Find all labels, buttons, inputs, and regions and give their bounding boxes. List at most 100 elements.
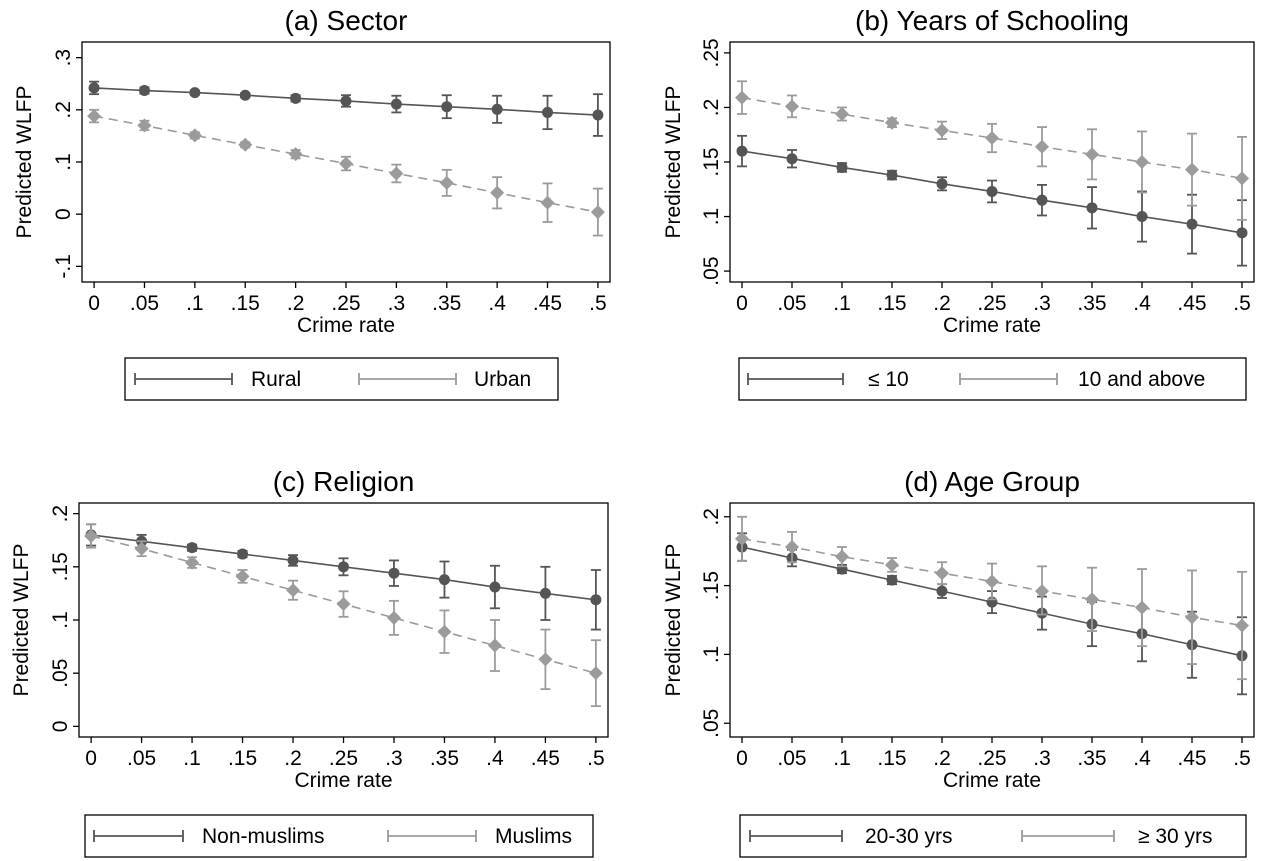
data-point bbox=[735, 531, 749, 546]
data-point bbox=[885, 115, 899, 130]
data-point bbox=[88, 82, 100, 94]
x-tick-label: .3 bbox=[385, 747, 403, 770]
data-point bbox=[237, 548, 249, 560]
y-tick-label: .05 bbox=[49, 659, 72, 688]
data-point bbox=[87, 109, 102, 124]
data-point bbox=[886, 574, 898, 586]
y-tick-label: .2 bbox=[700, 508, 723, 526]
data-point bbox=[437, 624, 452, 639]
x-tick-label: .25 bbox=[977, 747, 1006, 770]
y-tick-label: .2 bbox=[700, 99, 723, 117]
legend: ≤ 10 10 and above bbox=[738, 357, 1247, 401]
data-point bbox=[386, 610, 401, 625]
y-axis-label: Predicted WLFP bbox=[13, 86, 36, 239]
x-tick-label: .25 bbox=[331, 292, 360, 315]
data-point bbox=[540, 195, 555, 210]
x-tick-label: 0 bbox=[736, 292, 748, 315]
x-tick-label: .15 bbox=[877, 292, 906, 315]
panel-2: (b) Years of Schooling .05 .1 .15 .2 .25 0 .05.… bbox=[662, 5, 1255, 401]
series-2 bbox=[84, 523, 603, 708]
legend: Non-muslims Muslims bbox=[84, 814, 594, 858]
data-point bbox=[1185, 610, 1199, 625]
data-point bbox=[138, 85, 150, 97]
x-tick-label: .4 bbox=[1133, 747, 1151, 770]
data-point bbox=[1135, 155, 1149, 169]
data-point bbox=[287, 554, 299, 566]
data-point bbox=[1086, 202, 1098, 214]
y-axis-label: Predicted WLFP bbox=[662, 544, 685, 697]
x-tick-label: .1 bbox=[183, 747, 201, 770]
data-point bbox=[835, 549, 849, 564]
data-point bbox=[339, 156, 353, 171]
chart-title: (a) Sector bbox=[285, 5, 408, 36]
legend-label: Muslims bbox=[495, 825, 572, 848]
data-point bbox=[1036, 194, 1048, 206]
y-tick-label: .05 bbox=[700, 256, 723, 285]
data-point bbox=[735, 90, 749, 105]
data-point bbox=[187, 128, 202, 143]
data-point bbox=[238, 137, 253, 152]
data-point bbox=[785, 99, 799, 114]
data-point bbox=[441, 101, 453, 113]
chart-title: (d) Age Group bbox=[904, 466, 1080, 497]
data-point bbox=[1135, 600, 1149, 615]
data-point bbox=[985, 131, 999, 145]
legend-label: Non-muslims bbox=[202, 825, 325, 848]
x-tick-label: .25 bbox=[329, 747, 358, 770]
y-tick-label: .1 bbox=[52, 153, 75, 171]
x-tick-label: .35 bbox=[1077, 747, 1106, 770]
data-point bbox=[390, 98, 402, 110]
x-axis-label: Crime rate bbox=[943, 769, 1041, 792]
data-point bbox=[134, 541, 149, 556]
y-tick-label: .05 bbox=[700, 709, 723, 738]
x-tick-label: .15 bbox=[228, 747, 257, 770]
legend-label: 10 and above bbox=[1078, 368, 1205, 391]
x-tick-label: .3 bbox=[1033, 747, 1051, 770]
data-point bbox=[137, 118, 152, 133]
series-1 bbox=[88, 80, 604, 137]
data-point bbox=[290, 92, 302, 104]
x-tick-label: .2 bbox=[933, 292, 951, 315]
x-tick-label: 0 bbox=[736, 747, 748, 770]
data-point bbox=[388, 567, 400, 579]
y-tick-label: .2 bbox=[52, 101, 75, 119]
x-tick-label: 0 bbox=[85, 747, 97, 770]
x-tick-label: .45 bbox=[1177, 747, 1206, 770]
x-axis-label: Crime rate bbox=[297, 314, 395, 337]
y-tick-label: .15 bbox=[700, 147, 723, 176]
data-point bbox=[1136, 211, 1148, 223]
data-point bbox=[185, 555, 200, 570]
data-point bbox=[935, 566, 949, 581]
x-tick-label: .5 bbox=[1233, 747, 1251, 770]
panel-1: (a) Sector -.1 0 .1 .2 .3 0 .05 .1 .15 .2 .25 .3 .35.… bbox=[13, 5, 611, 401]
data-point bbox=[438, 574, 450, 586]
data-point bbox=[1185, 162, 1199, 177]
y-tick-label: .1 bbox=[700, 646, 723, 664]
data-point bbox=[886, 169, 898, 181]
x-tick-label: 0 bbox=[88, 292, 100, 315]
data-point bbox=[439, 175, 454, 190]
y-tick-label: .25 bbox=[700, 38, 723, 67]
data-point bbox=[84, 528, 99, 543]
data-point bbox=[985, 574, 999, 589]
x-tick-label: .2 bbox=[284, 747, 302, 770]
x-tick-label: .3 bbox=[1033, 292, 1051, 315]
legend-label: ≥ 30 yrs bbox=[1138, 825, 1213, 848]
y-tick-label: .1 bbox=[700, 208, 723, 226]
x-tick-label: .2 bbox=[933, 747, 951, 770]
x-tick-label: .05 bbox=[130, 292, 159, 315]
legend: 20-30 yrs ≥ 30 yrs bbox=[739, 814, 1247, 858]
x-tick-label: .2 bbox=[287, 292, 305, 315]
panel-4: (d) Age Group .05 .1 .15 .2 0 .05 .1 .15 .2 .25 .3.… bbox=[662, 466, 1255, 858]
x-tick-label: .5 bbox=[587, 747, 605, 770]
x-tick-label: .1 bbox=[833, 747, 851, 770]
y-axis-label: Predicted WLFP bbox=[662, 86, 685, 239]
x-tick-label: .4 bbox=[1133, 292, 1151, 315]
data-point bbox=[389, 166, 404, 181]
data-point bbox=[592, 109, 604, 121]
data-point bbox=[936, 585, 948, 597]
data-point bbox=[936, 178, 948, 190]
chart-title: (c) Religion bbox=[273, 466, 415, 497]
data-point bbox=[786, 153, 798, 165]
